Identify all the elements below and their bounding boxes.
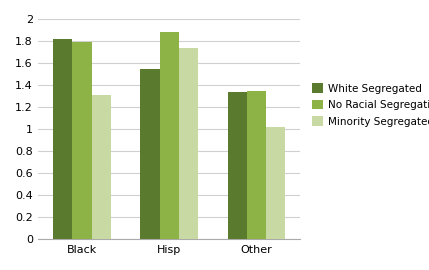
Bar bbox=[160, 32, 179, 239]
Bar bbox=[228, 92, 247, 239]
Bar bbox=[266, 127, 285, 239]
Legend: White Segregated, No Racial Segregation, Minority Segregated: White Segregated, No Racial Segregation,… bbox=[308, 79, 429, 131]
Bar bbox=[91, 95, 111, 239]
Bar bbox=[179, 48, 198, 239]
Bar bbox=[53, 39, 73, 239]
Bar bbox=[247, 91, 266, 239]
Bar bbox=[73, 42, 91, 239]
Bar bbox=[140, 69, 160, 239]
